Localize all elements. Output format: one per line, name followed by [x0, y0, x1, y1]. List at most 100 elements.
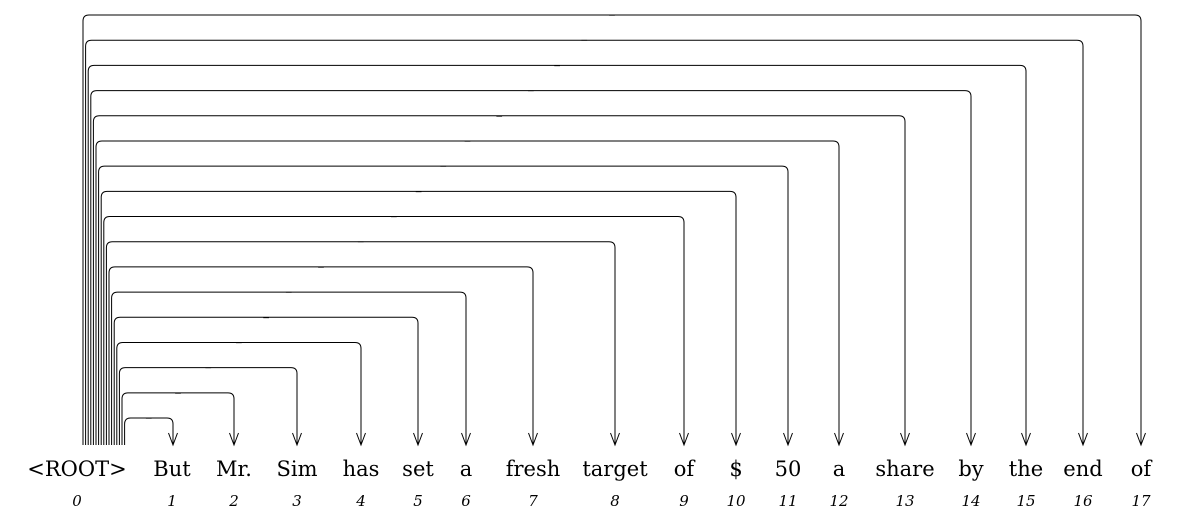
token-index: 9 — [679, 492, 689, 510]
token-index: 2 — [228, 492, 239, 510]
dependency-arc: _ — [111, 280, 471, 447]
dependency-arc: _ — [82, 3, 1146, 447]
arc-line — [87, 64, 1027, 445]
token-index: 10 — [726, 492, 746, 510]
token-index: 3 — [292, 492, 302, 510]
dependency-arc: _ — [113, 305, 423, 447]
token-index: 14 — [961, 492, 980, 510]
token-word: target — [582, 457, 648, 481]
arrowhead-icon — [900, 432, 910, 447]
dependency-arc: _ — [87, 53, 1031, 447]
arc-line — [85, 39, 1084, 445]
token-word: by — [958, 457, 983, 481]
token-index: 7 — [528, 492, 538, 510]
token-index: 6 — [461, 492, 471, 510]
arc-label: _ — [581, 28, 588, 41]
token-index: 1 — [167, 492, 177, 510]
token-word: Sim — [276, 457, 317, 481]
token-word: Mr. — [216, 457, 252, 481]
token-word: But — [153, 457, 191, 481]
dependency-arc: _ — [90, 79, 976, 447]
dependency-arc: _ — [116, 330, 366, 447]
arc-line — [100, 190, 737, 445]
arrowhead-icon — [356, 432, 366, 447]
token-index: 4 — [355, 492, 366, 510]
dependency-arc: _ — [100, 179, 741, 447]
token-word: end — [1063, 457, 1102, 481]
dependency-arc: _ — [118, 356, 302, 447]
arc-label: _ — [495, 104, 502, 117]
token-word: of — [674, 457, 697, 481]
arc-label: _ — [527, 79, 534, 92]
dependency-arc: _ — [95, 129, 844, 447]
arrowhead-icon — [834, 432, 844, 447]
token-index: 17 — [1131, 492, 1151, 510]
token-word: of — [1131, 457, 1154, 481]
arrowhead-icon — [1078, 432, 1088, 447]
dependency-arc: _ — [108, 255, 538, 447]
arrowhead-icon — [1021, 432, 1031, 447]
arc-line — [105, 241, 616, 445]
token-index: 12 — [829, 492, 848, 510]
arc-line — [121, 392, 235, 445]
arrowhead-icon — [783, 432, 793, 447]
arc-label: _ — [390, 205, 397, 218]
arc-line — [92, 115, 906, 445]
arc-label: _ — [608, 3, 615, 16]
arrowhead-icon — [413, 432, 423, 447]
arc-line — [90, 90, 972, 445]
token-word: the — [1009, 457, 1043, 481]
arc-label: _ — [145, 406, 152, 419]
arrowhead-icon — [731, 432, 741, 447]
dependency-arc: _ — [121, 381, 239, 447]
arc-line — [124, 417, 174, 445]
token-index: 8 — [610, 492, 620, 510]
dependency-arc: _ — [98, 154, 793, 447]
arc-line — [98, 165, 789, 445]
arc-label: _ — [204, 356, 211, 369]
dependency-arcs: _ _ _ _ _ _ _ _ _ _ _ _ _ _ _ _ _ — [82, 3, 1146, 447]
token-word: set — [402, 457, 434, 481]
arc-line — [108, 266, 534, 445]
token-word: has — [343, 457, 380, 481]
arc-label: _ — [553, 53, 560, 66]
arrowhead-icon — [679, 432, 689, 447]
token-word: fresh — [506, 457, 561, 481]
arrowhead-icon — [1136, 432, 1146, 447]
token-word: share — [875, 457, 934, 481]
dependency-arc: _ — [124, 406, 178, 447]
token-index: 13 — [895, 492, 914, 510]
token-word: <ROOT> — [27, 457, 126, 481]
arrowhead-icon — [461, 432, 471, 447]
dependency-arc: _ — [105, 230, 620, 447]
arrowhead-icon — [229, 432, 239, 447]
arc-label: _ — [285, 280, 292, 293]
arc-label: _ — [317, 255, 324, 268]
arc-line — [103, 216, 685, 445]
arrowhead-icon — [966, 432, 976, 447]
token-word: a — [833, 457, 846, 481]
token-word: 50 — [775, 457, 802, 481]
arc-label: _ — [235, 330, 242, 343]
token-index: 15 — [1016, 492, 1035, 510]
arrowhead-icon — [168, 432, 178, 447]
token-index: 5 — [413, 492, 423, 510]
arc-label: _ — [464, 129, 471, 142]
token-row: <ROOT> 0 But 1 Mr. 2 Sim 3 has 4 set 5 a 6 fresh 7 targe… — [27, 457, 1153, 510]
arrowhead-icon — [292, 432, 302, 447]
token-index: 11 — [778, 492, 797, 510]
arc-label: _ — [357, 230, 364, 243]
arc-label: _ — [440, 154, 447, 167]
arc-line — [113, 316, 419, 445]
arc-label: _ — [262, 305, 269, 318]
arc-label: _ — [415, 179, 422, 192]
dependency-arc: _ — [103, 205, 689, 447]
arc-line — [116, 341, 362, 445]
arc-line — [118, 367, 298, 445]
token-index: 16 — [1073, 492, 1093, 510]
arc-line — [82, 14, 1142, 445]
arrowhead-icon — [528, 432, 538, 447]
arc-label: _ — [174, 381, 181, 394]
token-index: 0 — [72, 492, 82, 510]
dependency-arc: _ — [92, 104, 910, 447]
